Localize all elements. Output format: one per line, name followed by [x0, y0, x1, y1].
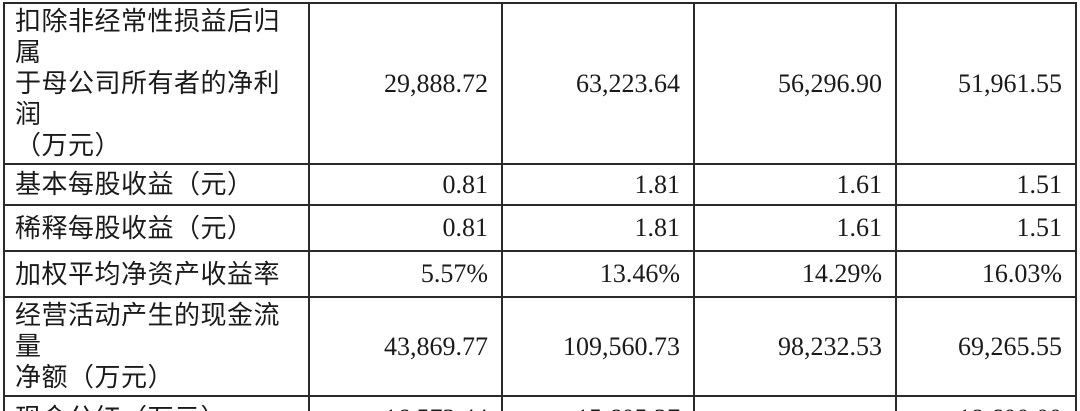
- table-row: 扣除非经常性损益后归属 于母公司所有者的净利润 （万元） 29,888.72 63,…: [3, 2, 1077, 165]
- row-value: 29,888.72: [308, 2, 503, 165]
- row-label: 加权平均净资产收益率: [3, 250, 310, 298]
- row-value: 1.81: [501, 204, 695, 252]
- row-value: 51,961.55: [895, 2, 1077, 165]
- row-value: 0.81: [308, 163, 503, 206]
- row-label: 稀释每股收益（元）: [3, 204, 310, 252]
- row-value: 1.51: [895, 204, 1077, 252]
- row-value: 56,296.90: [693, 2, 897, 165]
- row-value: 69,265.55: [895, 296, 1077, 397]
- row-value: 1.51: [895, 163, 1077, 206]
- row-value: 98,232.53: [693, 296, 897, 397]
- row-value: -: [693, 395, 897, 411]
- financial-table-body: 扣除非经常性损益后归属 于母公司所有者的净利润 （万元） 29,888.72 63,…: [3, 2, 1077, 411]
- row-value: 109,560.73: [501, 296, 695, 397]
- row-label: 扣除非经常性损益后归属 于母公司所有者的净利润 （万元）: [3, 2, 310, 165]
- row-value: 1.81: [501, 163, 695, 206]
- row-label: 经营活动产生的现金流量 净额（万元）: [3, 296, 310, 397]
- table-row: 现金分红（万元）16,573.4415,605.37-18,600.00: [3, 395, 1077, 411]
- table-row: 经营活动产生的现金流量 净额（万元） 43,869.77 109,560.73 98,…: [3, 296, 1077, 397]
- row-value: 1.61: [693, 204, 897, 252]
- row-value: 5.57%: [308, 250, 503, 298]
- row-value: 16,573.44: [308, 395, 503, 411]
- table-row: 稀释每股收益（元） 0.81 1.81 1.61 1.51: [3, 204, 1077, 252]
- row-value: 15,605.37: [501, 395, 695, 411]
- row-label: 基本每股收益（元）: [3, 163, 310, 206]
- row-value: 43,869.77: [308, 296, 503, 397]
- row-value: 14.29%: [693, 250, 897, 298]
- row-value: 1.61: [693, 163, 897, 206]
- row-value: 18,600.00: [895, 395, 1077, 411]
- table-row: 基本每股收益（元） 0.81 1.81 1.61 1.51: [3, 163, 1077, 206]
- row-value: 0.81: [308, 204, 503, 252]
- row-value: 63,223.64: [501, 2, 695, 165]
- row-value: 16.03%: [895, 250, 1077, 298]
- row-value: 13.46%: [501, 250, 695, 298]
- financial-metrics-table: 扣除非经常性损益后归属 于母公司所有者的净利润 （万元） 29,888.72 63,…: [3, 2, 1077, 411]
- row-label: 现金分红（万元）: [3, 395, 310, 411]
- table-row: 加权平均净资产收益率 5.57% 13.46% 14.29% 16.03%: [3, 250, 1077, 298]
